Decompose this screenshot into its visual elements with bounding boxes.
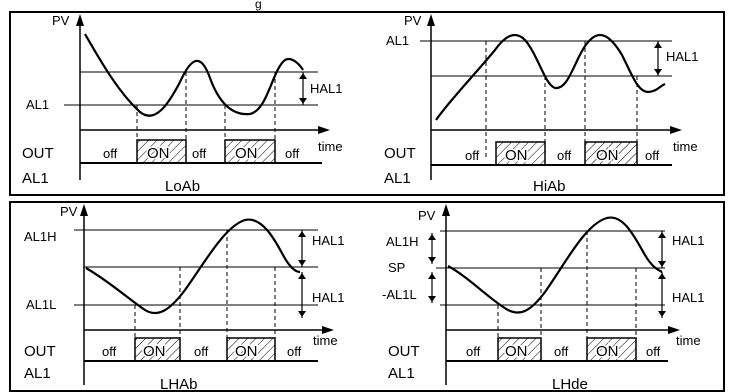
al1-out-label: AL1 [388, 365, 415, 382]
hal1-label: HAL1 [312, 290, 345, 305]
off-label: off [646, 344, 661, 359]
panel-lhab: PV time AL1H AL1L HAL1 HAL1 OUT AL1 off … [24, 204, 345, 392]
al1-out-label: AL1 [24, 365, 51, 382]
al1-out-label: AL1 [22, 170, 49, 187]
on-block-2 [586, 337, 637, 362]
pv-label: PV [418, 208, 436, 223]
on-label: ON [505, 343, 528, 360]
minus-al1l-label: -AL1L [382, 287, 417, 302]
on-block-1 [134, 337, 181, 362]
on-block-2 [226, 337, 276, 362]
off-label: off [466, 344, 481, 359]
out-label: OUT [22, 145, 54, 162]
on-block-2 [584, 141, 638, 166]
off-label: off [557, 148, 572, 163]
pv-label: PV [404, 13, 422, 28]
off-label: off [645, 148, 660, 163]
off-label: off [103, 146, 118, 161]
al1l-label: AL1L [26, 297, 56, 312]
pv-axis-arrow [442, 204, 450, 216]
mode-label-hiab: HiAb [533, 178, 566, 195]
off-label: off [192, 146, 207, 161]
bottom-frame [9, 201, 725, 392]
time-label: time [676, 333, 701, 348]
time-label: time [313, 333, 338, 348]
on-label: ON [143, 343, 166, 360]
panel-hiab: PV time AL1 HAL1 OUT AL1 off ON off ON o… [384, 13, 699, 195]
mode-label-lhde: LHde [552, 376, 588, 392]
time-axis-arrow [318, 126, 330, 134]
time-axis-arrow [668, 326, 680, 334]
panel-loab: PV time AL1 HAL1 OUT AL1 off ON off ON o… [22, 13, 343, 195]
hal1-label: HAL1 [666, 49, 699, 64]
time-axis-arrow [322, 326, 334, 334]
on-label: ON [147, 145, 170, 162]
on-label: ON [235, 343, 258, 360]
hal1-label: HAL1 [672, 290, 705, 305]
hal1-label: HAL1 [672, 233, 705, 248]
hal1-label: HAL1 [312, 233, 345, 248]
out-label: OUT [384, 145, 416, 162]
mode-label-lhab: LHAb [160, 376, 198, 392]
pv-curve [85, 218, 301, 315]
time-axis-arrow [670, 126, 682, 134]
out-label: OUT [388, 343, 420, 360]
top-title-fragment: g [255, 0, 262, 11]
mode-label-loab: LoAb [165, 178, 200, 195]
off-label: off [194, 344, 209, 359]
pv-axis-arrow [427, 14, 435, 26]
off-label: off [287, 344, 302, 359]
on-block-2 [224, 139, 276, 164]
pv-axis-arrow [76, 14, 84, 26]
off-label: off [102, 344, 117, 359]
off-label: off [285, 146, 300, 161]
on-block-1 [136, 139, 187, 164]
on-label: ON [235, 145, 258, 162]
on-label: ON [596, 147, 619, 164]
off-label: off [465, 148, 480, 163]
sp-label: SP [388, 260, 405, 275]
on-label: ON [505, 147, 528, 164]
pv-axis-arrow [80, 204, 88, 216]
time-label: time [673, 139, 698, 154]
pv-curve [435, 33, 666, 121]
on-block-1 [497, 337, 542, 362]
al1-level-label: AL1 [26, 97, 49, 112]
pv-curve [84, 33, 304, 117]
al1h-label: AL1H [24, 229, 57, 244]
top-frame [9, 11, 725, 196]
al1-out-label: AL1 [384, 170, 411, 187]
panel-lhde: PV time AL1H SP -AL1L HAL1 HAL1 OUT AL1 [382, 204, 705, 392]
time-label: time [318, 139, 343, 154]
on-block-1 [495, 141, 546, 166]
on-label: ON [596, 343, 619, 360]
off-label: off [554, 344, 569, 359]
pv-label: PV [52, 13, 70, 28]
al1-level-label: AL1 [386, 33, 409, 48]
out-label: OUT [24, 343, 56, 360]
hal1-label: HAL1 [310, 81, 343, 96]
pv-curve [447, 216, 663, 314]
pv-label: PV [60, 204, 78, 219]
al1h-label: AL1H [386, 234, 419, 249]
